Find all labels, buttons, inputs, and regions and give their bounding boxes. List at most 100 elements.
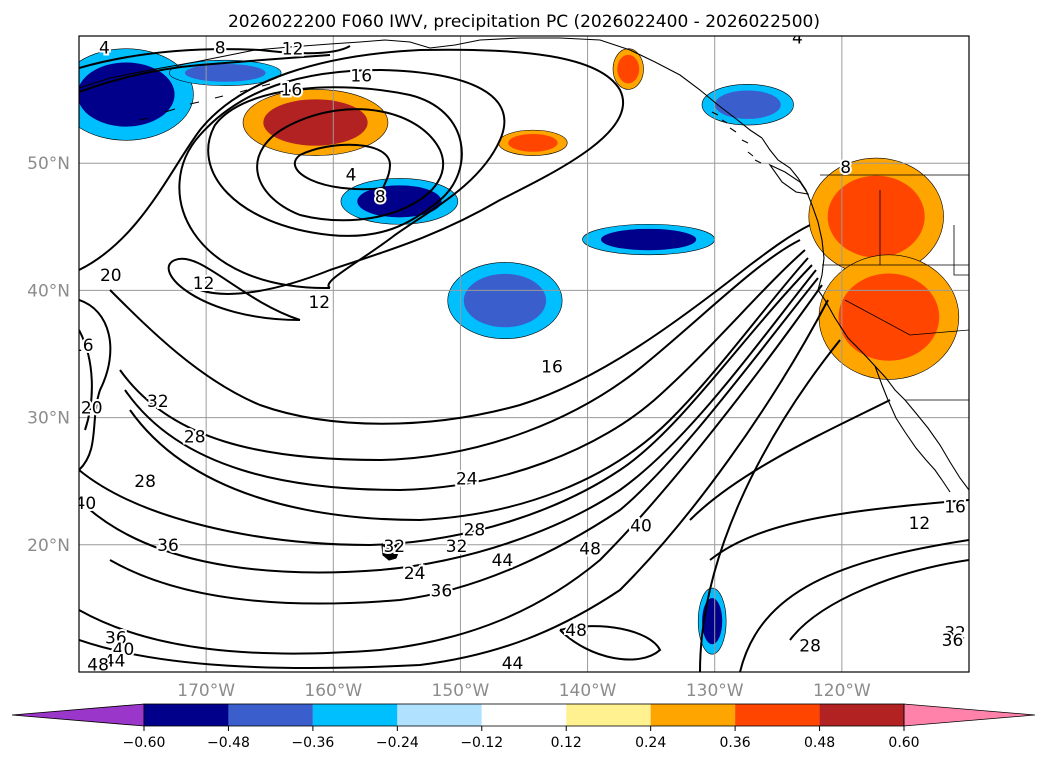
iwv-contour	[109, 277, 819, 605]
precip-blob-core	[714, 90, 781, 119]
canada-coast	[761, 137, 969, 491]
precipitation-layer	[79, 48, 960, 655]
contour-label: 40	[113, 640, 135, 660]
colorbar-tick-label: −0.12	[460, 735, 503, 751]
contour-label: 28	[134, 472, 156, 492]
map-frame	[78, 35, 970, 673]
colorbar-tick-label: −0.36	[291, 735, 334, 751]
colorbar-segment	[312, 704, 398, 726]
iwv-contour	[79, 299, 112, 471]
precip-blob-core	[79, 62, 175, 127]
contour-label: 16	[281, 80, 303, 100]
precip-blob-core	[838, 273, 940, 361]
contour-label: 28	[799, 636, 821, 656]
precip-blob-core	[827, 175, 925, 258]
colorbar-extend-high	[903, 703, 1036, 727]
land-borders	[820, 174, 969, 401]
colorbar-tick-label: 0.36	[720, 735, 751, 751]
colorbar-segment	[481, 704, 567, 726]
lon-tick-label: 160°W	[304, 681, 362, 701]
contour-label: 16	[350, 66, 372, 86]
contour-label: 24	[456, 470, 478, 490]
iwv-contour	[709, 499, 969, 561]
contour-label: 4	[99, 38, 110, 58]
contour-label: 12	[909, 514, 931, 534]
iwv-contour	[559, 625, 662, 661]
lon-tick-label: 150°W	[432, 681, 490, 701]
colorbar-segment	[819, 704, 904, 726]
vancouver-island	[768, 163, 810, 195]
chart-title: 2026022200 F060 IWV, precipitation PC (2…	[228, 12, 820, 32]
colorbar-extend-low	[11, 703, 145, 727]
precip-blob-core	[463, 273, 547, 328]
iwv-contour	[79, 329, 93, 431]
contour-label: 36	[942, 631, 964, 651]
lon-tick-label: 130°W	[686, 681, 744, 701]
colorbar-tick-label: −0.24	[376, 735, 419, 751]
contour-label: 40	[630, 517, 652, 537]
contour-label: 16	[541, 358, 563, 378]
contour-label: 16	[944, 498, 966, 518]
contour-label: 32	[383, 537, 405, 557]
colorbar-segment	[144, 704, 229, 726]
contour-label: 40	[75, 494, 97, 514]
alaska-islands	[139, 83, 271, 121]
iwv-contour	[129, 257, 809, 522]
iwv-contour	[119, 239, 801, 462]
iwv-contour	[79, 299, 829, 670]
precip-blob-core	[357, 185, 442, 218]
precip-blob-core	[263, 99, 368, 146]
bc-islands	[711, 111, 762, 164]
contour-label: 4	[792, 28, 803, 48]
contour-label: 36	[105, 629, 127, 649]
contour-label: 20	[100, 266, 122, 286]
contour-label: 12	[282, 40, 304, 60]
precip-blob-core	[508, 133, 558, 152]
contour-label: 28	[184, 428, 206, 448]
lon-tick-label: 140°W	[559, 681, 617, 701]
colorbar-segment	[397, 704, 482, 726]
contour-label: 4	[346, 166, 357, 186]
contour-label: 48	[565, 621, 587, 641]
contour-label: 48	[87, 655, 109, 675]
iwv-contour	[256, 108, 444, 222]
contour-label: 36	[157, 536, 179, 556]
contour-label: 32	[147, 392, 169, 412]
contour-label: 32	[446, 537, 468, 557]
precip-blob-core	[617, 54, 640, 84]
contour-label: 36	[431, 582, 453, 602]
grid-lines	[79, 36, 969, 672]
contour-label: 48	[579, 540, 601, 560]
contour-label: 8	[375, 187, 386, 207]
colorbar: −0.60 −0.48 −0.36 −0.24 −0.12 0.12 0.24 0.36 0.4…	[11, 703, 1036, 751]
colorbar-segment	[566, 704, 651, 726]
colorbar-segment	[735, 704, 820, 726]
colorbar-tick-label: −0.48	[207, 735, 250, 751]
iwv-contour	[689, 399, 891, 521]
iwv-contour	[79, 269, 817, 574]
iwv-contour	[79, 48, 624, 295]
colorbar-tick-label: 0.24	[635, 735, 666, 751]
contour-label: 24	[404, 564, 426, 584]
lat-tick-label: 20°N	[27, 536, 70, 556]
iwv-contour	[699, 339, 841, 672]
lon-tick-label: 170°W	[177, 681, 235, 701]
contour-label: 32	[944, 624, 966, 644]
lat-tick-label: 40°N	[27, 281, 70, 301]
axis-ticks: 170°W 160°W 150°W 140°W 130°W 120°W 20°N 30°N 40…	[27, 154, 871, 701]
iwv-contour	[79, 264, 813, 547]
iwv-contours	[79, 45, 969, 672]
iwv-contour	[109, 224, 811, 425]
contour-label: 12	[308, 293, 330, 313]
iwv-contour	[79, 284, 823, 655]
colorbar-frame	[143, 703, 905, 727]
lat-tick-label: 30°N	[27, 409, 70, 429]
contour-label: 12	[193, 274, 215, 294]
contour-label: 44	[492, 551, 514, 571]
contour-label: 8	[840, 158, 851, 178]
contour-label: 16	[72, 336, 94, 356]
iwv-contour	[178, 68, 506, 290]
